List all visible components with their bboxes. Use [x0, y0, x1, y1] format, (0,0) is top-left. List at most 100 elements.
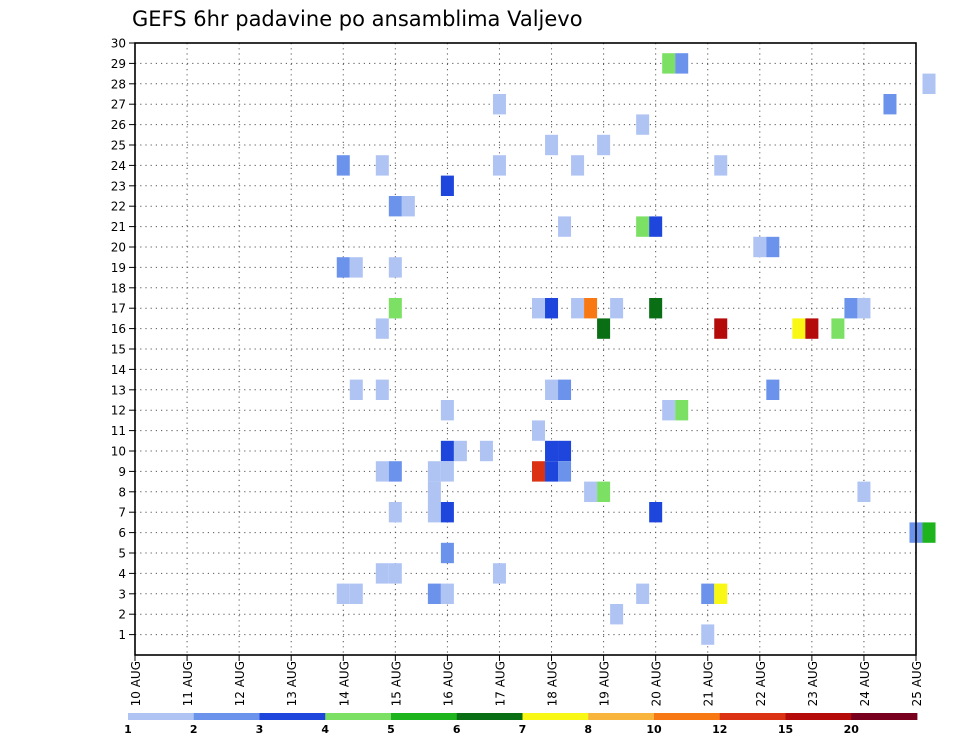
precip-cell [440, 542, 454, 564]
precip-cell [388, 461, 402, 482]
colorbar-label: 2 [190, 723, 198, 736]
precip-cell [766, 236, 780, 258]
y-tick-label: 18 [111, 281, 126, 295]
x-tick-label: 14 AUG [337, 661, 351, 706]
y-tick-label: 9 [118, 465, 126, 479]
precip-cell [766, 379, 780, 400]
precip-cell [662, 400, 676, 421]
precip-cell [532, 420, 546, 441]
precip-cell [388, 196, 402, 217]
colorbar-swatch [654, 713, 721, 720]
y-tick-label: 21 [111, 220, 126, 234]
y-tick-label: 23 [111, 179, 126, 193]
x-tick-label: 24 AUG [858, 661, 872, 706]
precip-cell [584, 481, 598, 502]
precip-cell [349, 583, 363, 604]
y-tick-label: 28 [111, 77, 126, 91]
y-tick-label: 6 [118, 526, 126, 540]
y-tick-label: 25 [111, 139, 126, 153]
y-tick-label: 24 [111, 159, 126, 173]
precip-cell [558, 461, 572, 482]
precip-cell [597, 318, 611, 339]
precip-cell [545, 440, 559, 462]
colorbar-label: 20 [844, 723, 860, 736]
x-tick-label: 16 AUG [441, 661, 455, 706]
colorbar-swatch [785, 713, 852, 720]
precip-cell [675, 53, 689, 74]
y-tick-label: 16 [111, 322, 126, 336]
colorbar-swatch [128, 713, 195, 720]
precip-cell [792, 318, 806, 339]
x-axis: 10 AUG 11 AUG 12 AUG 13 AUG 14 AUG 15 AUG 16 A… [129, 655, 924, 706]
colorbar-label: 3 [256, 723, 264, 736]
precip-cell [388, 502, 402, 523]
y-tick-label: 5 [118, 547, 126, 561]
precip-cell [753, 236, 767, 258]
precip-cell [545, 461, 559, 482]
precip-cell [375, 318, 389, 339]
precip-cell [427, 481, 441, 502]
colorbar-label: 10 [646, 723, 662, 736]
precip-cell [427, 502, 441, 523]
y-tick-label: 11 [111, 424, 126, 438]
precip-cell [922, 73, 936, 94]
x-tick-label: 12 AUG [233, 661, 247, 706]
precip-cell [336, 155, 350, 176]
colorbar-swatch [193, 713, 260, 720]
precip-cell [610, 298, 624, 319]
precip-cell [714, 155, 728, 176]
precip-cell [440, 400, 454, 421]
precip-cell [597, 481, 611, 502]
grid-lines [135, 43, 916, 655]
y-axis: 1234567891011121314151617181920212223242… [111, 37, 135, 642]
x-tick-label: 23 AUG [806, 661, 820, 706]
chart-title: GEFS 6hr padavine po ansamblima Valjevo [132, 7, 583, 31]
precip-cell [610, 604, 624, 625]
precip-cell [336, 257, 350, 278]
colorbar-swatch [522, 713, 589, 720]
colorbar-swatch [259, 713, 326, 720]
precip-cell [831, 318, 845, 339]
x-tick-label: 13 AUG [285, 661, 299, 706]
precip-cell [584, 298, 598, 319]
precip-cell [636, 583, 650, 604]
precip-cell [714, 583, 728, 604]
y-tick-label: 19 [111, 261, 126, 275]
precip-cell [558, 216, 572, 237]
precip-cell [714, 318, 728, 339]
precip-cell [649, 502, 663, 523]
precip-cell [558, 440, 572, 462]
colorbar-label: 15 [778, 723, 793, 736]
precip-cell [636, 216, 650, 237]
precip-cell [844, 298, 858, 319]
y-tick-label: 8 [118, 485, 126, 499]
colorbar-swatch [851, 713, 918, 720]
precip-cell [649, 298, 663, 319]
precip-cell [675, 400, 689, 421]
precipitation-cells [336, 53, 936, 645]
precip-cell [427, 583, 441, 604]
precip-cell [545, 379, 559, 400]
x-tick-label: 18 AUG [546, 661, 560, 706]
precip-cell [492, 155, 506, 176]
precip-cell [427, 461, 441, 482]
colorbar-label: 4 [321, 723, 329, 736]
colorbar-label: 1 [124, 723, 132, 736]
x-tick-label: 15 AUG [389, 661, 403, 706]
precip-cell [388, 257, 402, 278]
precip-cell [558, 379, 572, 400]
precip-cell [532, 298, 546, 319]
precip-cell [375, 563, 389, 584]
precip-cell [375, 155, 389, 176]
precip-cell [336, 583, 350, 604]
precip-cell [440, 502, 454, 523]
y-tick-label: 29 [111, 57, 126, 71]
y-tick-label: 10 [111, 445, 126, 459]
y-tick-label: 20 [111, 241, 126, 255]
precip-cell [532, 461, 546, 482]
precip-cell [492, 94, 506, 115]
precip-cell [857, 481, 871, 502]
precip-cell [401, 196, 415, 217]
y-tick-label: 22 [111, 200, 126, 214]
colorbar-label: 8 [584, 723, 592, 736]
